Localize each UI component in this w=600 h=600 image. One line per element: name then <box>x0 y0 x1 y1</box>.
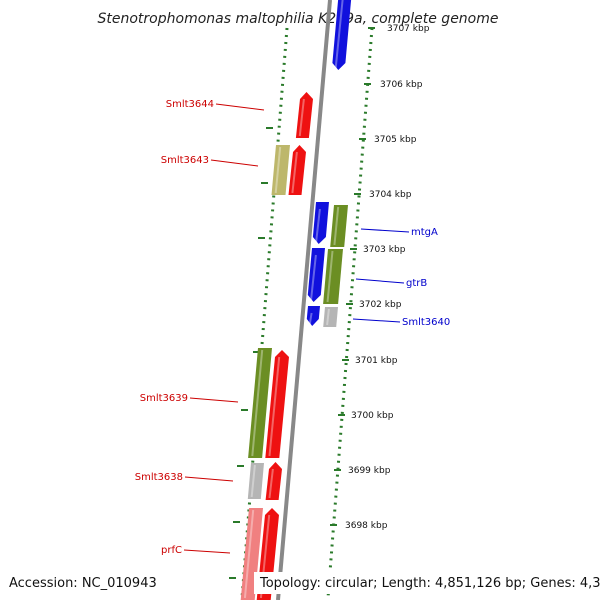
tick-label-3706: 3706 kbp <box>380 80 423 90</box>
outer-ring-right <box>326 27 374 599</box>
gene-smlt3639[interactable] <box>265 350 289 458</box>
gene-highlight <box>310 254 317 301</box>
gene-label-smlt3643[interactable]: Smlt3643 <box>161 155 209 166</box>
tick-label-3701: 3701 kbp <box>355 356 398 366</box>
gene-gtrb-olive[interactable] <box>323 249 343 304</box>
gene-highlight <box>333 206 340 246</box>
tick-label-3707: 3707 kbp <box>387 24 430 34</box>
tick-label-3705: 3705 kbp <box>374 135 417 145</box>
gene-highlight <box>268 356 281 457</box>
gene-smlt3638[interactable] <box>265 462 282 500</box>
kbp-ticks <box>229 27 375 579</box>
topology-text: Topology: circular; Length: 4,851,126 bp… <box>259 576 600 591</box>
gene-smlt3639-olive[interactable] <box>248 348 272 458</box>
gene-label-prfc[interactable]: prfC <box>161 545 182 556</box>
leader-line-right <box>352 318 401 323</box>
tick-label-3699: 3699 kbp <box>348 466 391 476</box>
tick-label-3702: 3702 kbp <box>359 300 402 310</box>
gene-smlt3644[interactable] <box>295 92 313 138</box>
gene-highlight <box>308 312 313 325</box>
leader-line-left <box>215 103 265 111</box>
tick-label-3703: 3703 kbp <box>363 245 406 255</box>
gene-blue-top[interactable] <box>332 0 352 70</box>
gene-highlight <box>326 308 330 326</box>
gene-highlight <box>298 98 305 137</box>
gene-highlight <box>334 0 344 69</box>
gene-highlight <box>251 349 264 457</box>
footer-background <box>254 572 600 594</box>
map-title: Stenotrophomonas maltophilia K279a, comp… <box>98 11 499 27</box>
gene-label-smlt3638[interactable]: Smlt3638 <box>135 472 183 483</box>
gene-label-gtrb[interactable]: gtrB <box>406 278 427 289</box>
gene-smlt3643-khaki[interactable] <box>271 145 291 195</box>
gene-label-mtga[interactable]: mtgA <box>411 227 438 238</box>
accession-text: Accession: NC_010943 <box>9 576 157 591</box>
gene-highlight <box>250 464 256 498</box>
tick-label-3700: 3700 kbp <box>351 411 394 421</box>
gene-smlt3638-gray[interactable] <box>247 463 264 499</box>
leader-line-left <box>210 159 259 167</box>
gene-highlight <box>268 468 274 499</box>
outer-ring-left <box>240 27 289 599</box>
gene-highlight <box>243 509 255 599</box>
gene-highlight <box>326 250 334 303</box>
gene-smlt3643[interactable] <box>288 145 307 195</box>
leader-line-left <box>184 476 234 482</box>
tick-label-3704: 3704 kbp <box>369 190 412 200</box>
gene-smlt3640[interactable] <box>306 306 320 326</box>
gene-mtga-olive[interactable] <box>330 205 348 247</box>
gene-highlight <box>274 146 282 194</box>
gene-label-smlt3644[interactable]: Smlt3644 <box>166 99 214 110</box>
gene-smlt3640-gray[interactable] <box>323 307 338 327</box>
label-leaders <box>183 103 410 554</box>
genome-backbone <box>276 0 332 600</box>
leader-line-left <box>189 397 239 403</box>
gene-label-smlt3639[interactable]: Smlt3639 <box>140 393 188 404</box>
gene-gtrb[interactable] <box>307 248 325 302</box>
gene-label-smlt3640[interactable]: Smlt3640 <box>402 317 450 328</box>
leader-line-right <box>355 278 405 284</box>
gene-prfc-pink[interactable] <box>240 508 263 600</box>
gene-highlight <box>291 151 298 194</box>
gene-highlight <box>315 208 321 243</box>
leader-line-right <box>360 228 410 233</box>
tick-label-3698: 3698 kbp <box>345 521 388 531</box>
gene-features <box>240 0 352 600</box>
leader-line-left <box>183 549 231 554</box>
gene-mtga[interactable] <box>312 202 329 244</box>
